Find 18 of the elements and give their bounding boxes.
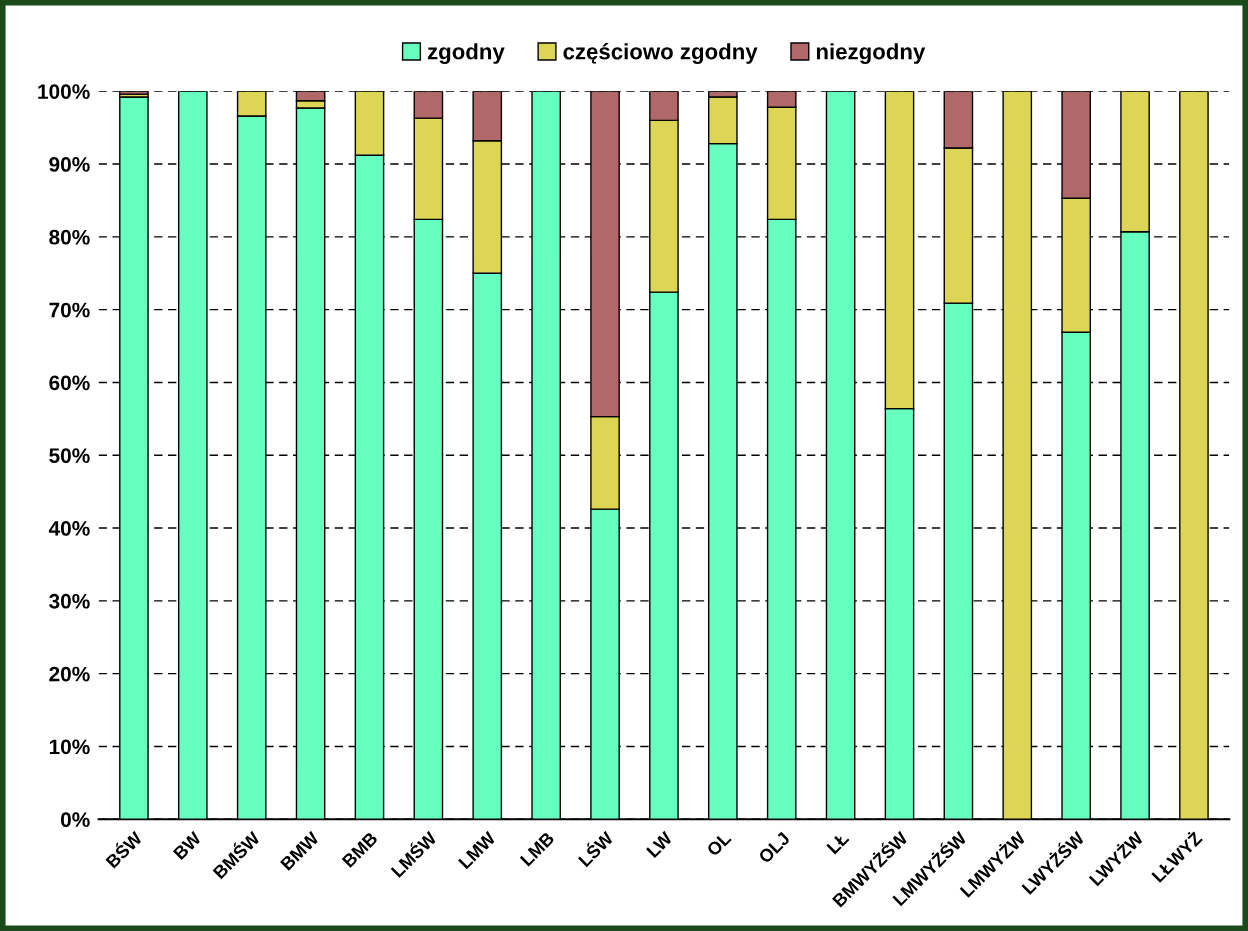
x-tick-label: BW — [172, 830, 203, 861]
x-tick-label: OLJ — [757, 831, 791, 865]
y-tick-label: 10% — [49, 739, 90, 755]
y-tick-label: 90% — [49, 157, 90, 172]
y-tick-label: 80% — [49, 229, 90, 245]
legend-label: niezgodny — [816, 43, 926, 64]
y-tick-label: 40% — [48, 521, 90, 536]
y-tick-label: 20% — [49, 666, 90, 682]
y-tick-label: 0% — [60, 812, 90, 828]
legend-label: zgodny — [427, 43, 505, 64]
x-tick-label: LW — [646, 830, 674, 858]
x-tick-label: OL — [705, 831, 732, 857]
y-tick-label: 100% — [38, 84, 90, 99]
y-tick-label: 50% — [49, 448, 90, 464]
y-tick-label: 30% — [49, 593, 90, 609]
y-tick-label: 70% — [49, 302, 90, 318]
legend-label: częściowo zgodny — [563, 42, 758, 64]
y-tick-label: 60% — [49, 375, 90, 391]
